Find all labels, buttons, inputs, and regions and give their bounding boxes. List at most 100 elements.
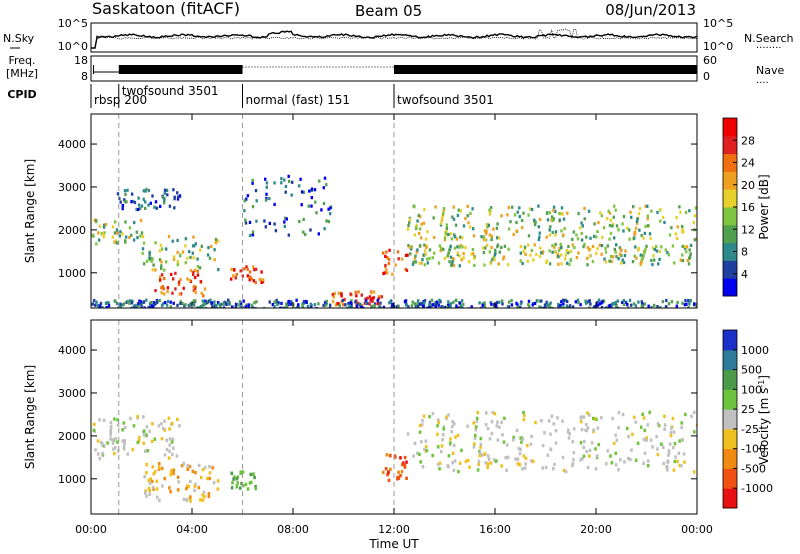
power-cell	[200, 244, 203, 248]
power-cell	[284, 190, 287, 194]
power-cell	[91, 302, 94, 306]
power-cell	[485, 229, 488, 233]
power-cell	[264, 177, 267, 181]
power-cell	[446, 305, 449, 308]
power-cell	[451, 215, 454, 219]
velocity-cell	[165, 438, 168, 442]
power-cell	[196, 257, 199, 261]
power-cell	[510, 299, 513, 303]
power-cell	[511, 205, 514, 209]
noise-search-line	[91, 28, 698, 49]
power-cell	[390, 305, 394, 308]
power-cell	[551, 218, 554, 223]
power-cell	[636, 217, 639, 221]
power-cell	[379, 306, 382, 308]
power-cell	[248, 220, 252, 224]
power-cell	[479, 306, 483, 308]
power-cell	[461, 236, 464, 240]
power-cell	[102, 235, 105, 239]
velocity-cell	[96, 452, 100, 456]
power-cell	[482, 251, 486, 255]
power-cell	[355, 294, 358, 298]
velocity-cell	[425, 449, 429, 453]
power-cell	[331, 293, 335, 297]
power-cell	[652, 254, 655, 258]
power-cell	[643, 231, 647, 235]
power-cell	[130, 233, 133, 237]
power-cell	[310, 187, 314, 191]
power-cell	[543, 306, 546, 308]
power-cell	[280, 177, 283, 181]
power-cell	[195, 306, 199, 308]
velocity-cell	[582, 415, 586, 419]
velocity-cell	[646, 464, 650, 468]
power-cell	[502, 255, 506, 259]
power-cell	[489, 300, 492, 305]
x-tick-label: 00:00	[75, 523, 107, 536]
power-cell	[407, 224, 410, 228]
power-cell	[233, 268, 236, 272]
power-cell	[111, 235, 115, 239]
velocity-cell	[581, 457, 584, 461]
velocity-cell	[619, 458, 622, 462]
power-cell	[349, 301, 352, 305]
power-cell	[141, 234, 145, 239]
power-cell	[160, 260, 163, 264]
velocity-cell	[549, 447, 552, 451]
power-cell	[668, 233, 672, 237]
power-cell	[160, 286, 163, 290]
power-cell	[105, 306, 108, 308]
velocity-cell	[580, 427, 584, 432]
power-cell	[577, 301, 580, 305]
velocity-cell	[418, 452, 421, 456]
velocity-cell	[197, 463, 201, 468]
power-cell	[284, 184, 288, 189]
power-cell	[678, 205, 681, 209]
power-cell	[622, 302, 626, 307]
velocity-cell	[571, 440, 575, 444]
velocity-cell	[144, 489, 147, 493]
velocity-cell	[431, 411, 435, 416]
power-cell	[624, 300, 628, 304]
power-cell	[488, 233, 492, 237]
power-cell	[438, 244, 441, 248]
velocity-cell	[92, 428, 96, 432]
power-cell	[527, 213, 530, 217]
velocity-cell	[101, 451, 104, 456]
power-cell	[133, 200, 137, 205]
velocity-cell	[440, 444, 444, 448]
power-cell	[244, 221, 248, 225]
velocity-cell	[594, 447, 597, 451]
power-cell	[158, 298, 161, 303]
velocity-cell	[656, 422, 660, 426]
velocity-cell	[185, 498, 188, 502]
power-cell	[538, 235, 541, 239]
colorbar-swatch	[723, 409, 737, 430]
velocity-cell	[657, 423, 661, 428]
power-cell	[360, 305, 363, 308]
power-cell	[628, 228, 631, 232]
velocity-cell	[663, 414, 666, 418]
power-cell	[558, 246, 561, 250]
power-cell	[683, 246, 687, 250]
velocity-cell	[476, 468, 480, 472]
velocity-cell	[522, 417, 526, 422]
power-cell	[649, 236, 652, 241]
velocity-cell	[500, 420, 503, 424]
power-cell	[407, 305, 410, 308]
power-cell	[416, 248, 419, 252]
velocity-cell	[253, 475, 256, 480]
power-cell	[539, 246, 542, 250]
power-cell	[380, 295, 383, 299]
power-cell	[130, 306, 133, 308]
power-cell	[447, 304, 450, 308]
power-cell	[404, 253, 408, 257]
power-cell	[490, 245, 493, 250]
power-cell	[193, 287, 197, 291]
velocity-cell	[152, 472, 156, 476]
velocity-cell	[486, 426, 490, 431]
velocity-cell	[431, 453, 434, 458]
velocity-cell	[582, 445, 585, 449]
power-cell	[230, 267, 233, 271]
velocity-cell	[129, 416, 132, 421]
